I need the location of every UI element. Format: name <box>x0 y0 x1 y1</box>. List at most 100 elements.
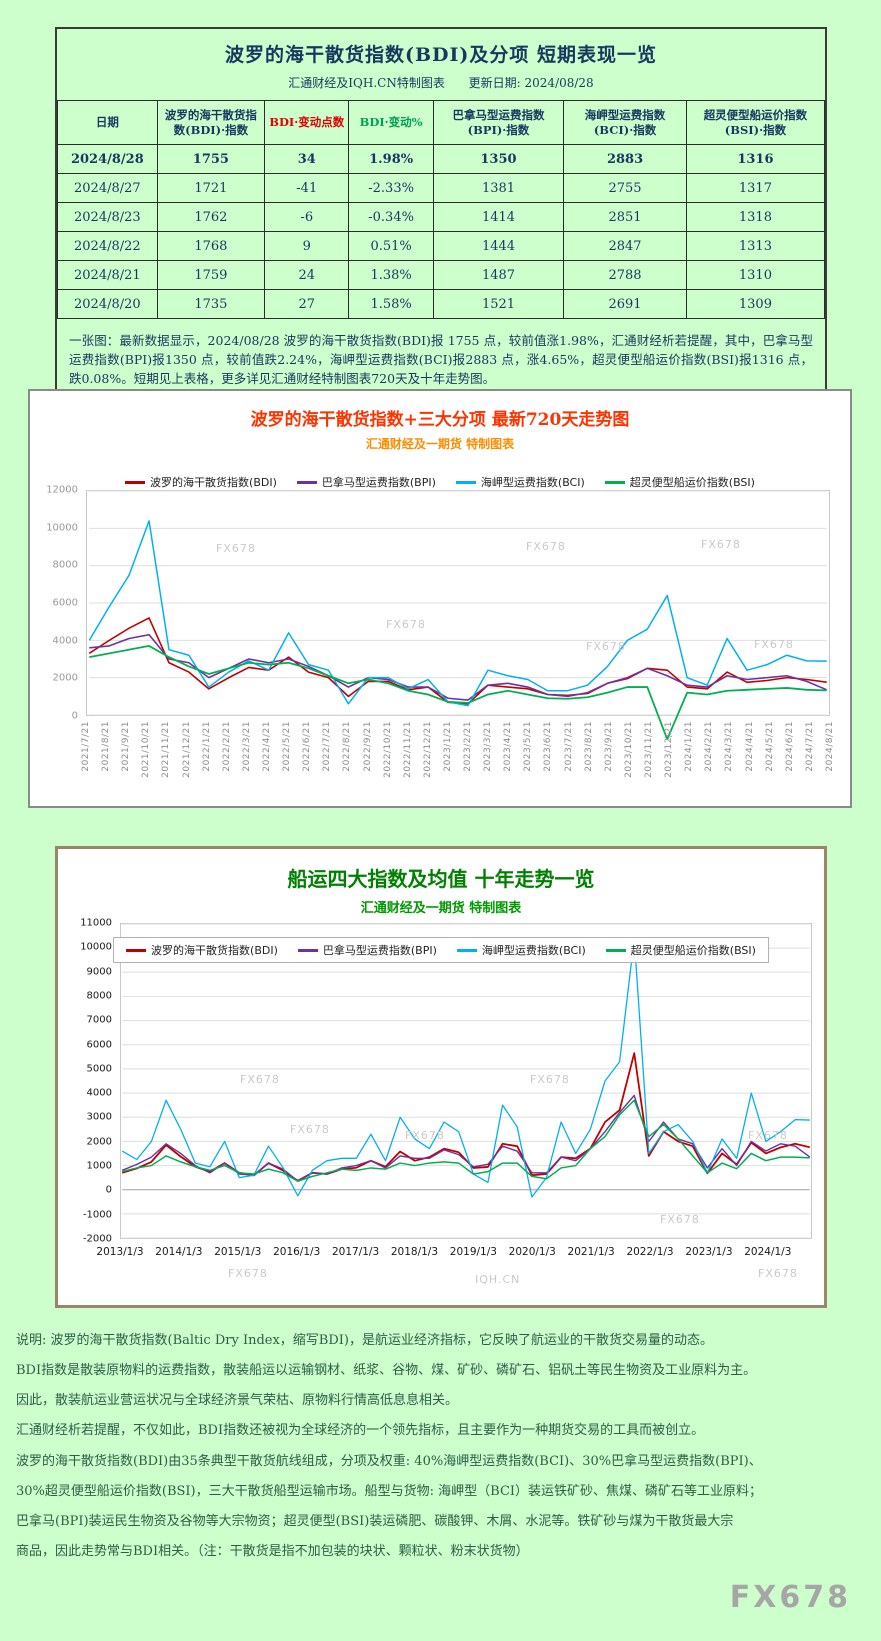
fx678-watermark: FX678 <box>386 618 426 631</box>
y-axis-label: 0 <box>71 710 78 722</box>
table-cell: 2024/8/27 <box>57 173 158 203</box>
x-axis-label: 2023/5/21 <box>523 721 534 772</box>
x-axis-label: 2023/1/3 <box>685 1246 733 1258</box>
table-cell: 2851 <box>563 202 687 232</box>
fx678-watermark: FX678 <box>754 638 794 651</box>
x-axis-label: 2022/10/21 <box>382 721 393 778</box>
table-cell: 2024/8/20 <box>57 289 158 319</box>
x-axis-label: 2023/2/21 <box>463 721 474 772</box>
x-axis-label: 2021/11/21 <box>161 721 172 778</box>
x-axis-label: 2022/11/21 <box>402 721 413 778</box>
x-axis-label: 2023/10/21 <box>623 721 634 778</box>
chart-720d-x-axis: 2021/7/21 2021/8/21 2021/9/21 2021/10/21 202… <box>81 718 835 802</box>
fx678-watermark: FX678 <box>586 640 626 653</box>
x-axis-label: 2024/2/21 <box>704 721 715 772</box>
table-subtitle: 汇通财经及IQH.CN特制图表 更新日期: 2024/08/28 <box>57 74 825 91</box>
bdi-table-panel: 波罗的海干散货指数(BDI)及分项 短期表现一览 汇通财经及IQH.CN特制图表… <box>55 27 827 405</box>
series-line <box>89 645 827 741</box>
legend-line-marker <box>605 948 626 952</box>
chart-720d-legend: 波罗的海干散货指数(BDI) 巴拿马型运费指数(BPI) 海岬型运费指数(BCI) 超… <box>30 474 850 490</box>
x-axis-label: 2015/1/3 <box>214 1246 262 1258</box>
y-axis-label: 1000 <box>86 1160 112 1172</box>
y-axis-label: 0 <box>105 1184 112 1196</box>
x-axis-label: 2023/1/21 <box>442 721 453 772</box>
fx678-watermark: FX678 <box>240 1073 280 1086</box>
x-axis-label: 2014/1/3 <box>155 1246 203 1258</box>
chart-720d-panel: 波罗的海干散货指数+三大分项 最新720天走势图 汇通财经及一期货 特制图表 波… <box>28 389 852 808</box>
table-cell: 1309 <box>685 289 826 319</box>
legend-item: 波罗的海干散货指数(BDI) <box>125 474 277 490</box>
table-cell: 24 <box>264 260 350 290</box>
y-axis-label: 7000 <box>86 1014 112 1026</box>
y-axis-label: 10000 <box>80 941 112 953</box>
x-axis-label: 2022/7/21 <box>322 721 333 772</box>
legend-label: 海岬型运费指数(BCI) <box>481 944 586 957</box>
column-header: 超灵便型船运价指数(BSI)·指数 <box>685 100 826 145</box>
explanation-line: 巴拿马(BPI)装运民生物资及谷物等大宗物资；超灵便型(BSI)装运磷肥、碳酸钾… <box>16 1513 734 1529</box>
y-axis-label: 12000 <box>46 484 78 496</box>
table-note: 一张图：最新数据显示，2024/08/28 波罗的海干散货指数(BDI)报 17… <box>69 333 813 386</box>
x-axis-label: 2022/5/21 <box>282 721 293 772</box>
table-cell: 2883 <box>563 144 687 174</box>
legend-line-marker <box>296 480 317 484</box>
legend-line-marker <box>455 480 476 484</box>
chart-10y-y-axis: 11000 10000 9000 8000 7000 6000 5000 4000 3000 20… <box>68 918 116 1245</box>
table-cell: 1521 <box>432 289 565 319</box>
table-cell: 1487 <box>432 260 565 290</box>
y-axis-label: -2000 <box>82 1233 112 1245</box>
x-axis-label: 2024/1/3 <box>744 1246 792 1258</box>
table-cell: -2.33% <box>348 173 434 203</box>
table-cell: 1313 <box>685 231 826 261</box>
chart-720d-subtitle: 汇通财经及一期货 特制图表 <box>365 437 515 451</box>
table-cell: 1381 <box>432 173 565 203</box>
chart-720d-title: 波罗的海干散货指数+三大分项 最新720天走势图 <box>250 410 630 430</box>
x-axis-label: 2022/1/3 <box>626 1246 674 1258</box>
fx678-watermark: FX678 <box>228 1267 268 1280</box>
fx678-watermark: FX678 <box>290 1123 330 1136</box>
table-cell: -6 <box>264 202 350 232</box>
series-line <box>88 617 827 705</box>
fx678-page-watermark: FX678 <box>729 1580 851 1615</box>
y-axis-label: 6000 <box>86 1039 112 1051</box>
chart-10y-subtitle: 汇通财经及一期货 特制图表 <box>360 901 522 916</box>
y-axis-label: 10000 <box>46 522 78 534</box>
legend-item: 超灵便型船运价指数(BSI) <box>604 474 755 490</box>
table-cell: 2691 <box>563 289 687 319</box>
column-header: 巴拿马型运费指数(BPI)·指数 <box>432 100 565 145</box>
column-header: 波罗的海干散货指数(BDI)·指数 <box>156 100 266 145</box>
x-axis-label: 2022/12/21 <box>422 721 433 778</box>
series-line <box>122 1099 810 1183</box>
x-axis-label: 2019/1/3 <box>449 1246 497 1258</box>
fx678-watermark: FX678 <box>748 1129 788 1142</box>
table-row: 2024/8/20 1735 27 1.58% 1521 2691 1309 <box>57 289 826 319</box>
y-axis-label: 2000 <box>52 672 78 684</box>
explanation-line: BDI指数是散装原物料的运费指数，散装船运以运输钢材、纸浆、谷物、煤、矿砂、磷矿… <box>16 1363 757 1379</box>
table-cell: 1721 <box>156 173 266 203</box>
chart-10y-legend: 波罗的海干散货指数(BDI) 巴拿马型运费指数(BPI) 海岬型运费指数(BCI) 超… <box>113 937 769 963</box>
table-cell: 2024/8/28 <box>57 144 158 174</box>
legend-item: 海岬型运费指数(BCI) <box>456 942 586 958</box>
x-axis-label: 2024/7/21 <box>804 721 815 772</box>
series-line <box>88 520 827 707</box>
table-cell: 2024/8/23 <box>57 202 158 232</box>
table-cell: 27 <box>264 289 350 319</box>
x-axis-label: 2016/1/3 <box>273 1246 321 1258</box>
explanation-line: 说明: 波罗的海干散货指数(Baltic Dry Index，缩写BDI)，是航… <box>16 1333 713 1348</box>
x-axis-label: 2022/4/21 <box>261 721 272 772</box>
table-cell: 1414 <box>432 202 565 232</box>
x-axis-label: 2022/6/21 <box>302 721 313 772</box>
y-axis-label: 4000 <box>52 635 78 647</box>
y-axis-label: 3000 <box>86 1111 112 1123</box>
table-row: 2024/8/22 1768 9 0.51% 1444 2847 1313 <box>57 231 826 261</box>
bdi-table-body: 2024/8/28 1755 34 1.98% 1350 2883 1316 2024/8/2… <box>57 144 826 319</box>
table-cell: 1762 <box>156 202 266 232</box>
x-axis-label: 2024/5/21 <box>764 721 775 772</box>
x-axis-label: 2017/1/3 <box>331 1246 380 1258</box>
table-cell: 1350 <box>432 144 565 174</box>
table-cell: 1310 <box>685 260 826 290</box>
x-axis-label: 2023/4/21 <box>503 721 514 772</box>
table-cell: 1316 <box>685 144 826 174</box>
x-axis-label: 2022/3/21 <box>241 721 252 772</box>
column-header: 海岬型运费指数(BCI)·指数 <box>563 100 687 145</box>
legend-label: 超灵便型船运价指数(BSI) <box>630 944 756 957</box>
